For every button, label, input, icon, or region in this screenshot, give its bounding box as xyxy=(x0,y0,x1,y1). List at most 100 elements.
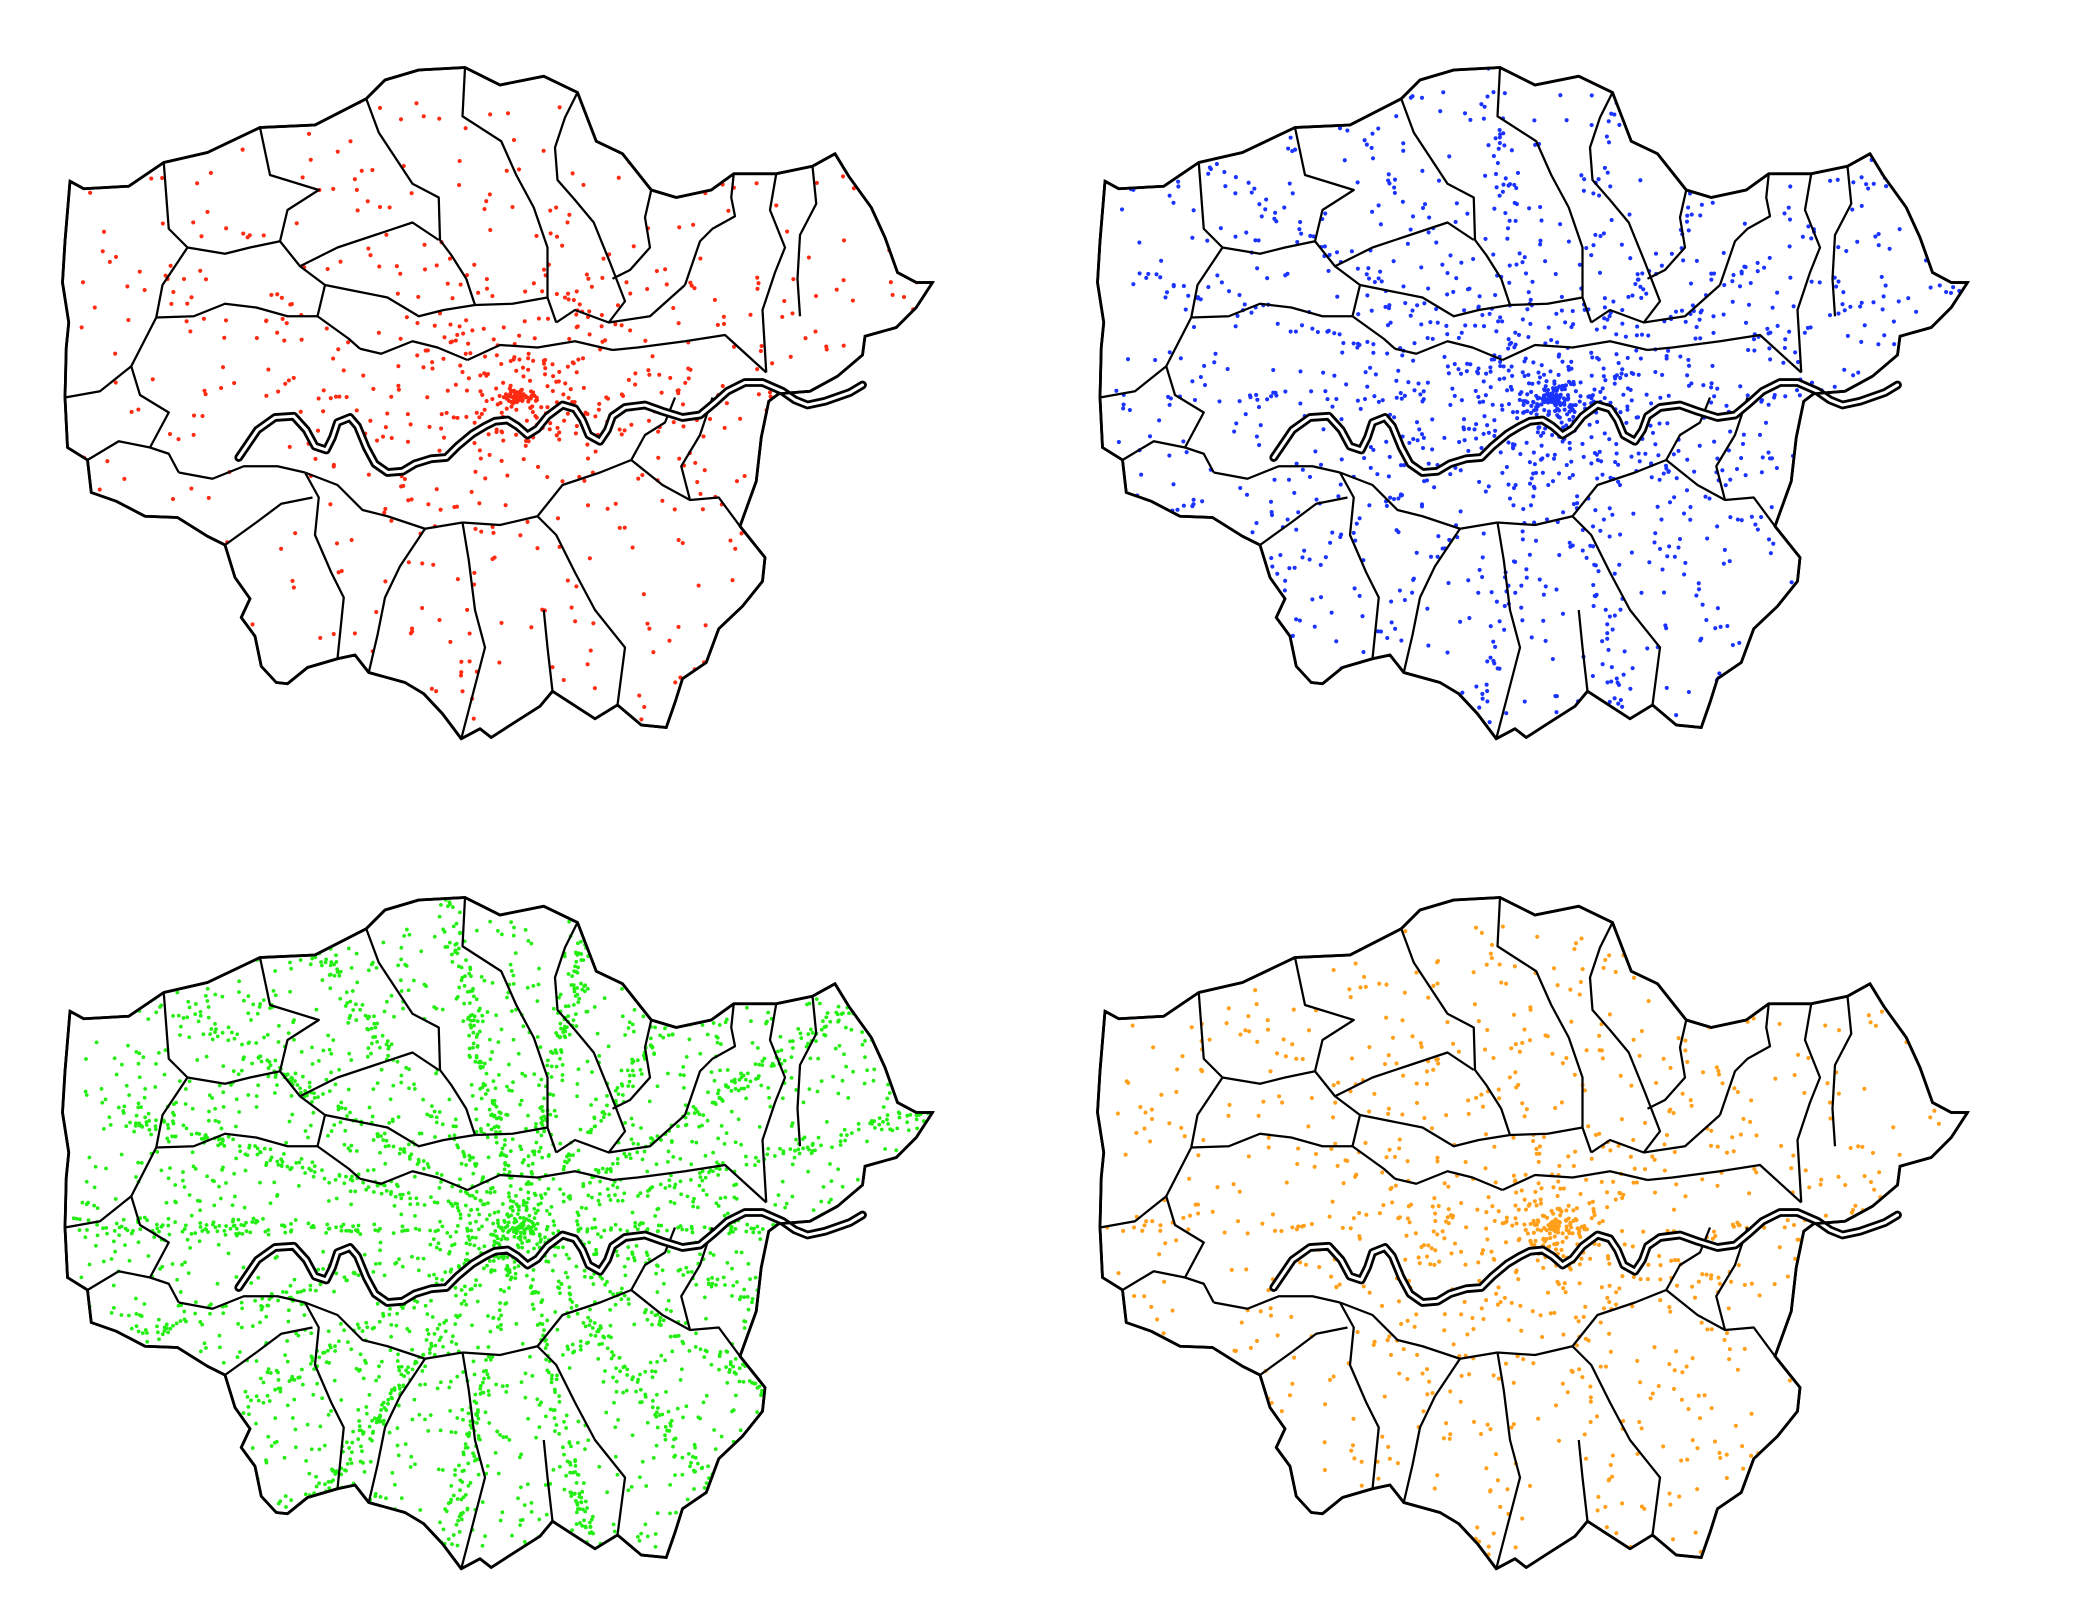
map-point xyxy=(1602,395,1607,401)
map-point xyxy=(512,1260,517,1264)
map-point xyxy=(453,1322,458,1326)
map-point xyxy=(887,1327,892,1332)
map-point xyxy=(1811,464,1816,469)
map-point xyxy=(113,380,118,385)
borough-boundary-line xyxy=(1259,496,1348,546)
map-point xyxy=(279,546,284,551)
map-point xyxy=(615,303,621,308)
map-point xyxy=(450,296,455,301)
map-point xyxy=(1254,434,1259,439)
map-point xyxy=(629,1485,634,1489)
map-point xyxy=(339,568,344,574)
map-point xyxy=(902,1499,906,1504)
map-point xyxy=(859,1436,863,1441)
map-point xyxy=(681,1341,686,1346)
map-point xyxy=(1473,388,1478,393)
map-point xyxy=(1352,113,1357,118)
map-point xyxy=(1799,549,1804,554)
map-point xyxy=(1517,397,1522,402)
map-point xyxy=(122,1455,127,1459)
map-point xyxy=(1871,181,1876,186)
map-point xyxy=(1720,468,1725,473)
map-point xyxy=(1896,121,1901,126)
borough-boundary-line xyxy=(299,221,440,268)
map-point xyxy=(1504,711,1509,716)
map-point xyxy=(901,479,906,484)
map-point xyxy=(750,1041,755,1045)
map-point xyxy=(433,1562,438,1566)
map-point xyxy=(910,1230,915,1234)
map-point xyxy=(1362,396,1368,402)
map-point xyxy=(693,1445,697,1450)
map-point xyxy=(1386,306,1392,311)
map-point xyxy=(472,1399,477,1404)
map-point xyxy=(1131,282,1136,287)
map-point xyxy=(1194,140,1200,145)
map-point xyxy=(596,909,601,914)
map-point xyxy=(1564,118,1569,123)
map-point xyxy=(1629,398,1634,403)
map-point xyxy=(1546,400,1551,405)
map-point xyxy=(762,993,766,998)
map-point xyxy=(1612,112,1617,117)
map-point xyxy=(882,1241,887,1245)
map-point xyxy=(781,1096,785,1101)
map-point xyxy=(840,1078,845,1083)
map-point xyxy=(396,387,401,392)
map-point xyxy=(553,1253,557,1258)
map-point xyxy=(636,1194,640,1198)
map-point xyxy=(1567,440,1572,445)
map-point xyxy=(1840,302,1845,307)
map-point xyxy=(1131,713,1136,718)
map-point xyxy=(410,706,415,711)
map-point xyxy=(1903,509,1909,514)
map-point xyxy=(256,1398,261,1403)
map-point xyxy=(244,1220,248,1225)
map-point xyxy=(1392,185,1397,190)
map-point xyxy=(1876,243,1881,248)
map-point xyxy=(1647,560,1652,565)
map-point xyxy=(105,1387,110,1391)
map-point xyxy=(1233,324,1238,329)
map-point xyxy=(1824,566,1830,571)
map-point xyxy=(1436,178,1442,183)
map-point xyxy=(474,1117,479,1122)
map-point xyxy=(885,1117,889,1122)
map-point xyxy=(360,1449,364,1454)
map-point xyxy=(561,1445,565,1450)
map-point xyxy=(285,1359,290,1364)
map-point xyxy=(722,137,727,142)
map-point xyxy=(1436,534,1441,539)
map-point xyxy=(694,982,699,986)
map-point xyxy=(164,1200,169,1205)
map-point xyxy=(1624,373,1629,378)
map-point xyxy=(844,1064,848,1069)
map-point xyxy=(1595,419,1600,424)
map-point xyxy=(1686,357,1691,362)
map-point xyxy=(680,540,685,546)
map-point xyxy=(486,432,491,437)
map-point xyxy=(429,1298,433,1303)
map-point xyxy=(88,957,93,962)
map-point xyxy=(1791,304,1796,309)
map-point xyxy=(1937,167,1942,172)
map-point xyxy=(1551,456,1557,461)
map-point xyxy=(220,365,226,370)
map-point xyxy=(1765,686,1770,691)
map-point xyxy=(488,919,492,924)
map-point xyxy=(1922,445,1927,451)
map-point xyxy=(1255,397,1260,402)
map-point xyxy=(688,980,693,984)
map-point xyxy=(605,506,610,511)
map-point xyxy=(800,1532,805,1537)
map-point xyxy=(471,1171,476,1176)
map-point xyxy=(769,1064,774,1068)
map-point xyxy=(228,1226,233,1231)
map-point xyxy=(1614,441,1619,447)
map-point xyxy=(101,1336,106,1340)
map-point xyxy=(334,541,340,546)
map-point xyxy=(459,1511,463,1516)
map-point xyxy=(933,1103,937,1107)
map-point xyxy=(1589,93,1594,98)
map-point xyxy=(1467,286,1472,291)
